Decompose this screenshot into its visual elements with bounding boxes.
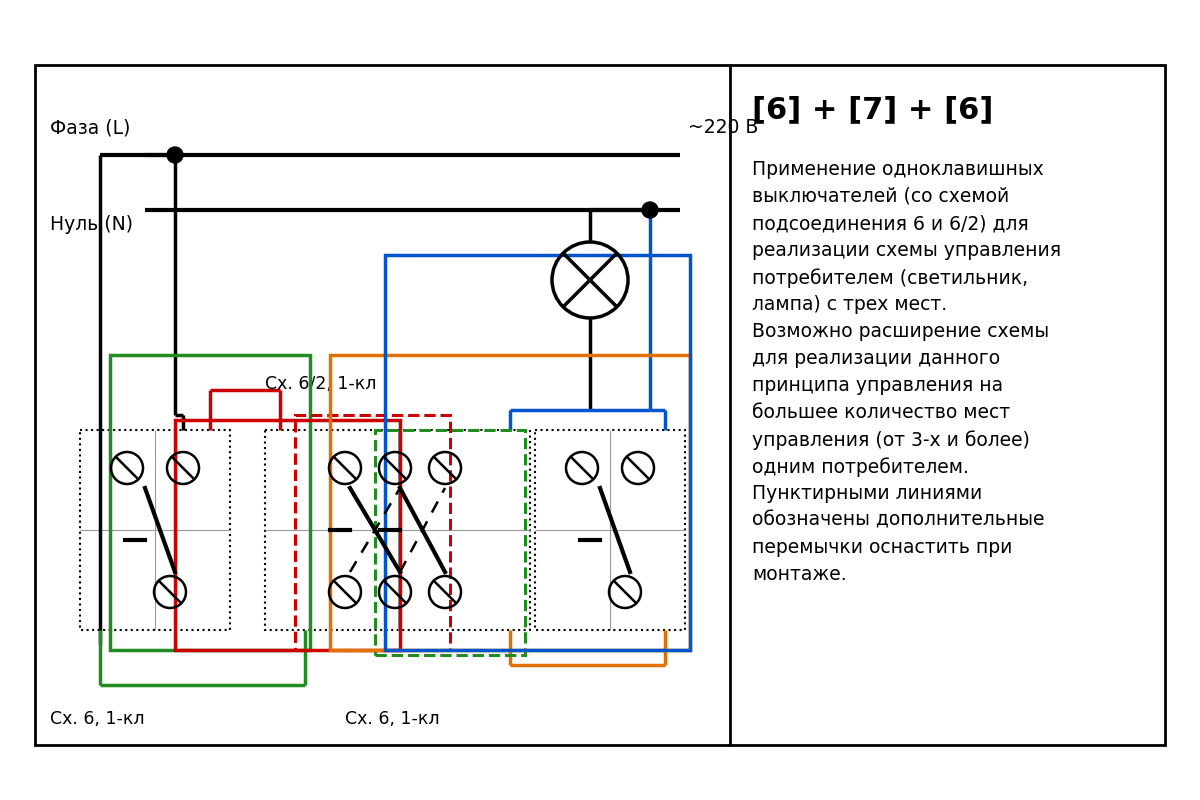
Text: Фаза (L): Фаза (L) xyxy=(50,118,131,137)
Bar xyxy=(265,430,530,630)
Text: выключателей (со схемой: выключателей (со схемой xyxy=(752,187,1009,206)
Text: принципа управления на: принципа управления на xyxy=(752,376,1003,395)
Text: подсоединения 6 и 6/2) для: подсоединения 6 и 6/2) для xyxy=(752,214,1028,233)
Text: ~220 В: ~220 В xyxy=(688,118,758,137)
Bar xyxy=(330,355,690,650)
Text: Сх. 6/2, 1-кл: Сх. 6/2, 1-кл xyxy=(265,375,377,393)
Bar xyxy=(295,415,450,650)
Text: Применение одноклавишных: Применение одноклавишных xyxy=(752,160,1044,179)
Bar xyxy=(175,420,400,650)
Text: большее количество мест: большее количество мест xyxy=(752,403,1010,422)
Bar xyxy=(110,355,310,650)
Text: Пунктирными линиями: Пунктирными линиями xyxy=(752,484,983,503)
Text: потребителем (светильник,: потребителем (светильник, xyxy=(752,268,1028,288)
Text: Нуль (N): Нуль (N) xyxy=(50,215,133,234)
Text: лампа) с трех мест.: лампа) с трех мест. xyxy=(752,295,947,314)
Circle shape xyxy=(642,202,658,218)
Text: Сх. 6, 1-кл: Сх. 6, 1-кл xyxy=(50,710,145,728)
Bar xyxy=(80,430,230,630)
Text: реализации схемы управления: реализации схемы управления xyxy=(752,241,1061,260)
Circle shape xyxy=(167,147,182,163)
Text: перемычки оснастить при: перемычки оснастить при xyxy=(752,538,1013,557)
Text: обозначены дополнительные: обозначены дополнительные xyxy=(752,511,1044,530)
Text: монтаже.: монтаже. xyxy=(752,565,847,584)
Text: управления (от 3-х и более): управления (от 3-х и более) xyxy=(752,430,1030,450)
Text: одним потребителем.: одним потребителем. xyxy=(752,457,968,477)
Text: [6] + [7] + [6]: [6] + [7] + [6] xyxy=(752,95,994,124)
Bar xyxy=(35,65,1165,745)
Bar xyxy=(385,255,690,650)
Text: Сх. 6, 1-кл: Сх. 6, 1-кл xyxy=(346,710,439,728)
Bar xyxy=(374,430,526,655)
Text: для реализации данного: для реализации данного xyxy=(752,349,1000,368)
Bar xyxy=(535,430,685,630)
Text: Возможно расширение схемы: Возможно расширение схемы xyxy=(752,322,1049,341)
